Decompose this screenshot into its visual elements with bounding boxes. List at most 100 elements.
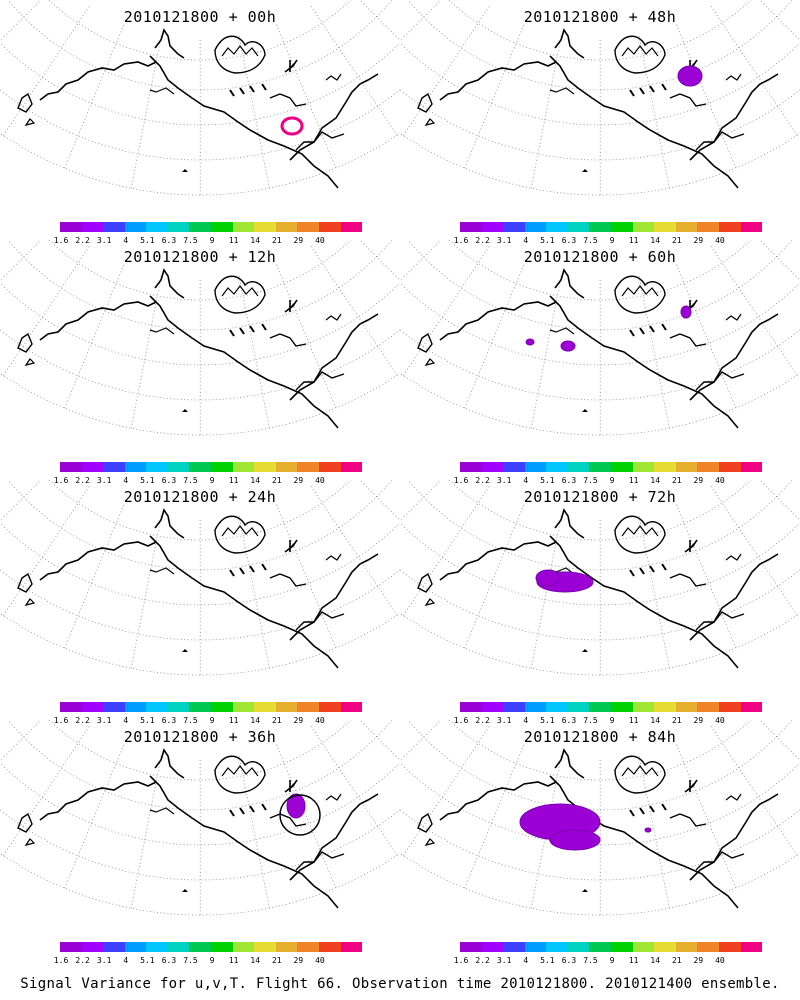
forecast-panel: 2010121800 + 00h 1.6 2.2 3.1 4 5.1 6.3 7.5 9 11 1… bbox=[0, 0, 400, 245]
colorbar bbox=[460, 462, 763, 474]
colorbar-label: 6.3 bbox=[561, 956, 577, 965]
colorbar-label: 29 bbox=[693, 236, 704, 245]
coastline bbox=[17, 28, 379, 189]
colorbar-labels: 1.6 2.2 3.1 4 5.1 6.3 7.5 9 11 14 21 29 40 bbox=[52, 236, 364, 246]
colorbar-label: 1.6 bbox=[53, 236, 69, 245]
colorbar-cell bbox=[654, 222, 676, 232]
colorbar bbox=[460, 702, 763, 714]
colorbar bbox=[460, 222, 763, 234]
colorbar-cell bbox=[318, 702, 341, 712]
colorbar-label: 14 bbox=[650, 716, 661, 725]
map-grid bbox=[400, 240, 800, 436]
colorbar-label: 9 bbox=[609, 716, 615, 725]
colorbar bbox=[60, 222, 363, 234]
colorbar-cell bbox=[675, 462, 698, 472]
colorbar-cell bbox=[481, 942, 504, 952]
colorbar-cell bbox=[124, 462, 147, 472]
colorbar-label: 4 bbox=[523, 956, 529, 965]
colorbar-labels: 1.6 2.2 3.1 4 5.1 6.3 7.5 9 11 14 21 29 40 bbox=[452, 476, 764, 486]
colorbar-label: 3.1 bbox=[96, 716, 112, 725]
colorbar-label: 29 bbox=[693, 476, 704, 485]
signal-region bbox=[535, 569, 561, 587]
colorbar-cell bbox=[589, 462, 612, 472]
colorbar-label: 4 bbox=[523, 476, 529, 485]
colorbar-cell bbox=[567, 222, 590, 232]
forecast-panel: 2010121800 + 24h 1.6 2.2 3.1 4 5.1 6.3 7.5 9 11 1… bbox=[0, 480, 400, 725]
colorbar-label: 14 bbox=[650, 956, 661, 965]
colorbar-labels: 1.6 2.2 3.1 4 5.1 6.3 7.5 9 11 14 21 29 40 bbox=[52, 956, 364, 966]
signal-region bbox=[560, 340, 576, 352]
colorbar-label: 40 bbox=[315, 716, 325, 725]
colorbar-label: 1.6 bbox=[453, 236, 469, 245]
colorbar-label: 6.3 bbox=[161, 476, 177, 485]
colorbar-cell bbox=[632, 462, 655, 472]
colorbar-cell bbox=[503, 462, 525, 472]
colorbar-label: 5.1 bbox=[540, 236, 555, 245]
colorbar-cell bbox=[232, 222, 255, 232]
colorbar-label: 7.5 bbox=[183, 476, 198, 485]
colorbar-label: 14 bbox=[250, 476, 261, 485]
colorbar-cell bbox=[524, 462, 547, 472]
colorbar-label: 40 bbox=[715, 476, 725, 485]
colorbar-cell bbox=[589, 222, 612, 232]
colorbar-cell bbox=[340, 942, 363, 952]
colorbar-label: 11 bbox=[228, 956, 239, 965]
colorbar-cell bbox=[103, 942, 125, 952]
colorbar-cell bbox=[254, 702, 276, 712]
colorbar-label: 11 bbox=[628, 956, 639, 965]
colorbar-label: 40 bbox=[315, 956, 325, 965]
colorbar-cell bbox=[503, 702, 525, 712]
colorbar-label: 11 bbox=[228, 476, 239, 485]
colorbar-label: 2.2 bbox=[75, 716, 90, 725]
signal-region bbox=[286, 793, 306, 819]
colorbar-cell bbox=[60, 222, 82, 232]
colorbar-cell bbox=[611, 462, 633, 472]
colorbar-cell bbox=[167, 462, 190, 472]
colorbar-cell bbox=[718, 702, 741, 712]
colorbar-cell bbox=[697, 702, 719, 712]
colorbar-label: 14 bbox=[650, 236, 661, 245]
signal-region bbox=[525, 338, 535, 346]
colorbar-label: 3.1 bbox=[96, 956, 112, 965]
colorbar-cell bbox=[632, 942, 655, 952]
colorbar-cell bbox=[254, 222, 276, 232]
polar-map bbox=[400, 720, 800, 916]
map-grid bbox=[0, 0, 400, 196]
figure-caption: Signal Variance for u,v,T. Flight 66. Ob… bbox=[20, 976, 780, 992]
colorbar-label: 6.3 bbox=[161, 236, 177, 245]
colorbar-label: 40 bbox=[715, 956, 725, 965]
colorbar-label: 29 bbox=[293, 476, 304, 485]
colorbar-cell bbox=[81, 942, 104, 952]
colorbar-cell bbox=[611, 222, 633, 232]
forecast-panel: 2010121800 + 84h 1.6 2.2 3.1 4 5.1 6.3 7.5 9 11 1… bbox=[400, 720, 800, 965]
colorbar-label: 1.6 bbox=[53, 716, 69, 725]
polar-map bbox=[0, 480, 400, 676]
colorbar-label: 21 bbox=[671, 716, 682, 725]
colorbar-cell bbox=[189, 942, 212, 952]
colorbar-cell bbox=[146, 222, 168, 232]
map-grid bbox=[400, 0, 800, 196]
colorbar-cell bbox=[81, 702, 104, 712]
colorbar-cell bbox=[81, 222, 104, 232]
colorbar-label: 4 bbox=[523, 236, 529, 245]
colorbar bbox=[60, 462, 363, 474]
colorbar-cell bbox=[503, 942, 525, 952]
colorbar-cell bbox=[718, 942, 741, 952]
colorbar-cell bbox=[675, 222, 698, 232]
colorbar-label: 3.1 bbox=[96, 236, 112, 245]
colorbar-cell bbox=[275, 222, 298, 232]
colorbar-cell bbox=[211, 702, 233, 712]
colorbar-label: 14 bbox=[650, 476, 661, 485]
colorbar-cell bbox=[567, 462, 590, 472]
colorbar-cell bbox=[275, 702, 298, 712]
colorbar-label: 2.2 bbox=[475, 236, 490, 245]
colorbar-label: 5.1 bbox=[140, 476, 155, 485]
colorbar-label: 21 bbox=[671, 956, 682, 965]
colorbar-label: 29 bbox=[293, 956, 304, 965]
panel-title: 2010121800 + 60h bbox=[523, 248, 677, 266]
colorbar-label: 3.1 bbox=[496, 476, 512, 485]
colorbar-cell bbox=[167, 222, 190, 232]
polar-map bbox=[0, 720, 400, 916]
colorbar-label: 14 bbox=[250, 956, 261, 965]
colorbar-label: 5.1 bbox=[140, 956, 155, 965]
